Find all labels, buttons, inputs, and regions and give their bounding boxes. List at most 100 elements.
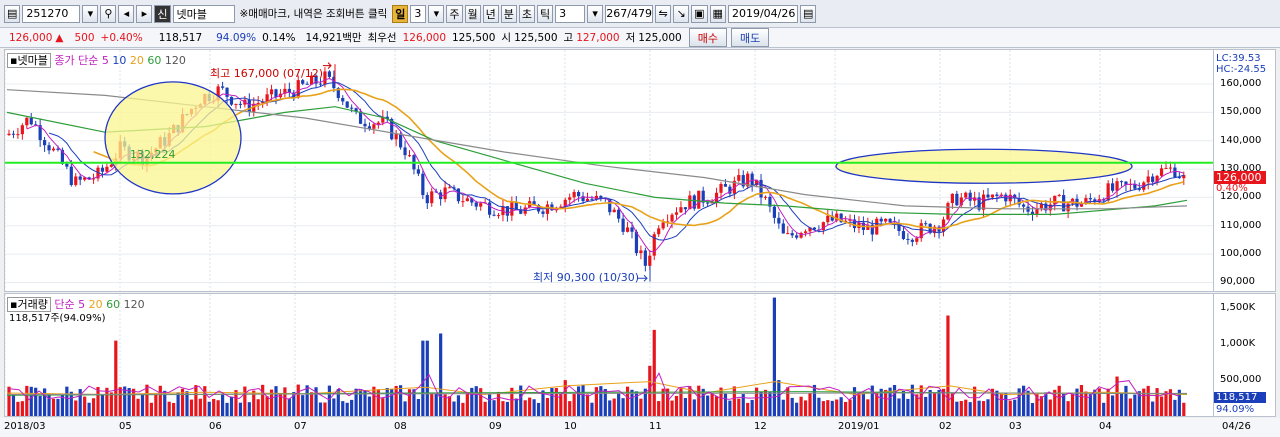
candle xyxy=(430,191,434,204)
candle xyxy=(363,123,367,127)
hc-text: HC:-24.55 xyxy=(1216,64,1267,75)
volume-bar xyxy=(1035,394,1039,416)
volume-bar xyxy=(1057,385,1061,416)
candle xyxy=(358,111,363,124)
candle xyxy=(577,191,581,197)
chevron-down-icon[interactable]: ▾ xyxy=(587,4,604,23)
volume-bar xyxy=(643,388,647,416)
sell-button[interactable]: 매도 xyxy=(730,28,770,47)
volume-text: 118,517 xyxy=(158,31,203,44)
volume-bar xyxy=(706,395,710,416)
best-label: 최우선 xyxy=(367,32,397,44)
period-day-button[interactable]: 일 xyxy=(392,4,409,23)
candle xyxy=(265,94,269,103)
period-count-field[interactable]: 3 xyxy=(410,4,427,23)
price-chart-pane[interactable]: ▪넷마블 종가 단순 5 10 20 60 120 132,224 최고 167… xyxy=(4,49,1214,292)
volume-chart-pane[interactable]: ▪거래량 단순 5 20 60 120 118,517주(94.09%) xyxy=(4,293,1214,417)
candle xyxy=(1177,177,1181,179)
volume-bar xyxy=(844,401,848,416)
candle xyxy=(657,228,661,235)
menu-icon[interactable]: ▤ xyxy=(4,4,21,23)
volume-bar xyxy=(425,340,429,416)
volume-bar xyxy=(225,402,229,416)
volume-bar xyxy=(96,386,100,416)
volume-bar xyxy=(43,388,47,416)
volume-bar xyxy=(47,394,51,416)
calendar-icon[interactable]: ▤ xyxy=(799,4,817,23)
volume-bar xyxy=(123,386,127,416)
date-input[interactable]: 2019/04/26 xyxy=(727,4,798,23)
volume-bar xyxy=(1146,385,1150,416)
volume-bar xyxy=(1155,388,1159,416)
stock-code-input[interactable]: 251270 xyxy=(22,4,81,23)
candle xyxy=(674,212,679,215)
period-month-button[interactable]: 월 xyxy=(464,4,481,23)
volume-bar xyxy=(617,393,621,416)
volume-bar xyxy=(990,388,995,416)
x-tick-label: 11 xyxy=(649,421,662,432)
volume-bar xyxy=(799,396,803,416)
candle xyxy=(492,214,496,216)
volume-bar xyxy=(1017,388,1021,416)
volume-bar xyxy=(483,401,487,416)
period-year-button[interactable]: 년 xyxy=(482,4,499,23)
period-minute-button[interactable]: 분 xyxy=(500,4,517,23)
prev-icon[interactable]: ◂ xyxy=(118,4,135,23)
draw-icon[interactable]: ↘ xyxy=(673,4,690,23)
next-icon[interactable]: ▸ xyxy=(136,4,153,23)
volume-bar xyxy=(20,401,24,416)
volume-bar xyxy=(252,390,256,416)
tick-value-field[interactable]: 3 xyxy=(555,4,586,23)
period-second-button[interactable]: 초 xyxy=(518,4,536,23)
volume-bar xyxy=(986,399,990,416)
volume-bar xyxy=(959,401,963,416)
volume-bar xyxy=(572,394,576,416)
arrow-icon xyxy=(637,274,648,282)
chevron-down-icon[interactable]: ▾ xyxy=(82,4,99,23)
change-text: 500 xyxy=(74,31,95,44)
period-week-button[interactable]: 주 xyxy=(446,4,463,23)
volume-bar xyxy=(51,398,56,416)
candle xyxy=(799,232,803,238)
candle xyxy=(741,175,745,187)
volume-bar xyxy=(283,387,287,416)
volume-bar xyxy=(835,399,839,416)
volume-bar xyxy=(140,393,145,416)
price-y-axis: LC:39.53 HC:-24.55 160,000 150,000 140,000… xyxy=(1214,49,1276,292)
save-icon[interactable]: ▣ xyxy=(691,4,708,23)
candle xyxy=(901,231,906,239)
candle xyxy=(585,198,590,202)
candle xyxy=(786,233,790,235)
chevron-down-icon[interactable]: ▾ xyxy=(428,4,445,23)
y-tick-label: 90,000 xyxy=(1220,276,1255,288)
link-icon[interactable]: ⇋ xyxy=(655,4,672,23)
candle xyxy=(990,194,995,198)
volume-bar xyxy=(381,398,385,416)
search-icon[interactable]: ⚲ xyxy=(100,4,117,23)
volume-bar xyxy=(924,396,928,416)
volume-bar xyxy=(194,385,198,416)
volume-bar xyxy=(189,399,194,416)
volume-bar xyxy=(403,401,407,416)
candle xyxy=(648,255,652,266)
volume-bar xyxy=(327,385,331,416)
period-tick-button[interactable]: 틱 xyxy=(537,4,554,23)
volume-bar xyxy=(1168,389,1173,416)
candle xyxy=(350,107,354,109)
y-tick-label: 100,000 xyxy=(1220,248,1262,260)
buy-button[interactable]: 매수 xyxy=(688,28,727,47)
candle xyxy=(750,173,754,186)
volume-chart-svg xyxy=(5,294,1188,416)
candle xyxy=(296,80,300,98)
table-icon[interactable]: ▦ xyxy=(709,4,726,23)
volume-bar xyxy=(25,385,29,416)
volume-bar xyxy=(198,398,202,416)
volume-bar xyxy=(78,389,82,416)
volume-y-axis: 1,500K 1,000K 500,000 118,517 94.09% xyxy=(1214,293,1276,417)
volume-bar xyxy=(1066,401,1070,416)
candle xyxy=(915,238,919,242)
volume-bar xyxy=(1013,399,1017,416)
volume-bar xyxy=(759,391,763,416)
volume-bar xyxy=(434,392,438,416)
candle xyxy=(29,117,33,125)
